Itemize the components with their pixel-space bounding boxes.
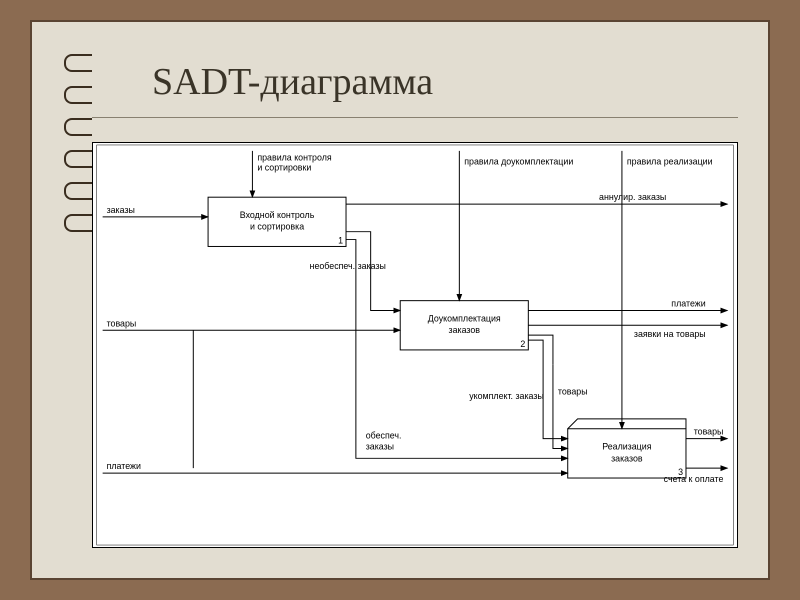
node-3-label-1: Реализация [602, 441, 652, 451]
lbl-goods-mid: товары [558, 386, 588, 396]
ctrl-1a: правила контроля [257, 153, 332, 163]
ctrl-1b: и сортировки [257, 163, 311, 173]
in-orders: заказы [107, 205, 135, 215]
lbl-unsup: необеспеч. заказы [310, 261, 386, 271]
title-underline [92, 117, 738, 118]
lbl-prov-1: обеспеч. [366, 431, 402, 441]
node-1-num: 1 [338, 236, 343, 246]
out-inv: счета к оплате [664, 474, 724, 484]
out-cancel: аннулир. заказы [599, 192, 666, 202]
page-title: SADT-диаграмма [152, 60, 433, 104]
ctrl-3: правила реализации [627, 157, 713, 167]
in-goods: товары [107, 318, 137, 328]
lbl-equip: укомплект. заказы [469, 391, 544, 401]
slide-background: SADT-диаграмма Входной контроль и сортир… [0, 0, 800, 600]
out-pay: платежи [671, 299, 705, 309]
node-3-label-2: заказов [611, 453, 643, 463]
node-1-label-2: и сортировка [250, 222, 304, 232]
out-goods: товары [694, 427, 724, 437]
node-2-num: 2 [520, 339, 525, 349]
slide-inner: SADT-диаграмма Входной контроль и сортир… [30, 20, 770, 580]
sadt-diagram: Входной контроль и сортировка 1 Доукомпл… [93, 143, 737, 547]
diagram-frame: Входной контроль и сортировка 1 Доукомпл… [92, 142, 738, 548]
in-payments: платежи [107, 461, 141, 471]
out-req: заявки на товары [634, 329, 706, 339]
lbl-prov-2: заказы [366, 441, 394, 451]
node-2-label-2: заказов [449, 325, 481, 335]
ctrl-2: правила доукомплектации [464, 157, 573, 167]
node-2-label-1: Доукомплектация [428, 313, 501, 323]
node-1-label-1: Входной контроль [240, 210, 315, 220]
